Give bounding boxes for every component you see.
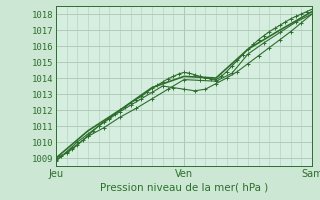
X-axis label: Pression niveau de la mer( hPa ): Pression niveau de la mer( hPa ) xyxy=(100,183,268,193)
